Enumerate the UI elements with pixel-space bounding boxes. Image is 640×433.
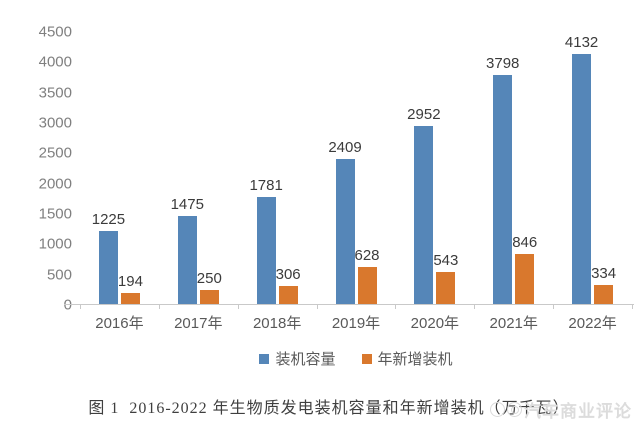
x-tick-label: 2022年 (568, 315, 617, 332)
bar-value-label: 1781 (249, 176, 283, 194)
x-tick-label: 2021年 (489, 315, 538, 332)
bar: 1781 (249, 177, 283, 305)
y-tick-label: 3500 (38, 84, 72, 102)
x-axis-tick (316, 305, 318, 309)
bar-wrap: 334 (591, 32, 616, 305)
y-tick-label: 0 (63, 296, 72, 314)
bar-value-label: 2952 (407, 105, 441, 123)
legend-label: 年新增装机 (377, 351, 453, 368)
bar-group: 1781 306 (238, 32, 317, 305)
x-axis-tick (632, 305, 633, 309)
bar-value-label: 846 (512, 233, 538, 251)
x-axis-ticks (80, 305, 633, 310)
x-axis-tick (237, 305, 239, 309)
y-tick-label: 4500 (38, 23, 72, 41)
y-tick-label: 4000 (38, 53, 72, 71)
bar-wrap: 2409 (328, 32, 362, 305)
x-tick-label: 2017年 (174, 315, 223, 332)
bar-value-label: 2409 (328, 138, 362, 156)
bar-value-label: 1225 (91, 210, 126, 228)
bar: 1475 (171, 196, 204, 305)
x-tick-label: 2018年 (252, 315, 302, 332)
bar: 250 (197, 270, 222, 305)
bar-wrap: 250 (197, 32, 222, 305)
bar: 628 (354, 247, 380, 305)
x-axis-tick (474, 305, 476, 309)
bar-wrap: 2952 (407, 32, 441, 305)
legend-swatch-icon (361, 353, 372, 364)
bar-wrap: 1225 (92, 32, 125, 305)
y-tick-label: 2500 (38, 144, 72, 162)
bar-wrap: 1475 (171, 32, 204, 305)
bar: 4132 (565, 34, 598, 305)
bar-value-label: 628 (354, 246, 380, 264)
bar-group: 2952 543 (395, 32, 474, 305)
bar-group: 2409 628 (317, 32, 396, 305)
bar-group: 1225 194 (80, 32, 159, 305)
x-tick-label: 2020年 (410, 315, 460, 332)
bar-value-label: 194 (117, 273, 143, 291)
bar-wrap: 846 (512, 32, 537, 305)
bar-value-label: 4132 (564, 34, 599, 52)
y-tick-label: 500 (46, 266, 72, 284)
bar-value-label: 3798 (486, 54, 520, 72)
bar-value-label: 543 (433, 252, 459, 270)
bar: 2409 (328, 139, 362, 305)
bar-groups: 1225 194 1475 250 1781 306 2409 628 2952 543 3798 8… (80, 32, 632, 305)
legend-swatch-icon (259, 353, 270, 364)
x-axis-tick (80, 305, 81, 309)
bar-wrap: 1781 (249, 32, 283, 305)
bar-wrap: 543 (433, 32, 458, 305)
plot-area: 1225 194 1475 250 1781 306 2409 628 2952 543 3798 8… (64, 32, 634, 309)
x-tick-label: 2016年 (95, 315, 144, 332)
bar: 543 (433, 252, 458, 305)
y-tick-label: 2000 (38, 175, 72, 193)
bar: 306 (276, 266, 301, 305)
bar-wrap: 306 (276, 32, 301, 305)
bar: 846 (512, 234, 537, 305)
bar-group: 1475 250 (159, 32, 238, 305)
bar: 334 (591, 265, 616, 305)
bar-wrap: 4132 (565, 32, 598, 305)
bar: 1225 (92, 211, 125, 305)
bar-value-label: 1475 (170, 195, 204, 213)
bar: 3798 (486, 55, 519, 305)
bar: 2952 (407, 106, 441, 305)
x-axis-tick (158, 305, 160, 309)
bar: 194 (118, 273, 143, 305)
bar-value-label: 250 (196, 269, 222, 287)
x-axis-tick (553, 305, 555, 309)
legend-item: 装机容量 (259, 348, 336, 369)
bar-wrap: 3798 (486, 32, 519, 305)
bar-value-label: 306 (275, 266, 301, 284)
legend-label: 装机容量 (275, 351, 336, 368)
bar-wrap: 628 (354, 32, 380, 305)
x-axis-line (64, 304, 634, 305)
y-tick-label: 1500 (38, 205, 72, 223)
x-tick-label: 2019年 (331, 315, 381, 332)
bar-value-label: 334 (591, 264, 617, 282)
y-tick-label: 3000 (38, 114, 72, 132)
bar-group: 3798 846 (474, 32, 553, 305)
chart-caption: 图 1 2016-2022 年生物质发电装机容量和年新增装机（万千瓦） (88, 400, 570, 417)
chart-legend: 装机容量 年新增装机 (80, 348, 632, 369)
y-axis: 0 500 1000 1500 2000 2500 3000 3500 4000 4500 (0, 24, 72, 314)
y-tick-label: 1000 (38, 235, 72, 253)
bar-group: 4132 334 (553, 32, 632, 305)
x-axis-tick (395, 305, 397, 309)
x-axis-labels: 2016年 2017年 2018年 2019年 2020年 2021年 2022年 (80, 312, 632, 333)
legend-item: 年新增装机 (361, 348, 453, 369)
bar-wrap: 194 (118, 32, 143, 305)
